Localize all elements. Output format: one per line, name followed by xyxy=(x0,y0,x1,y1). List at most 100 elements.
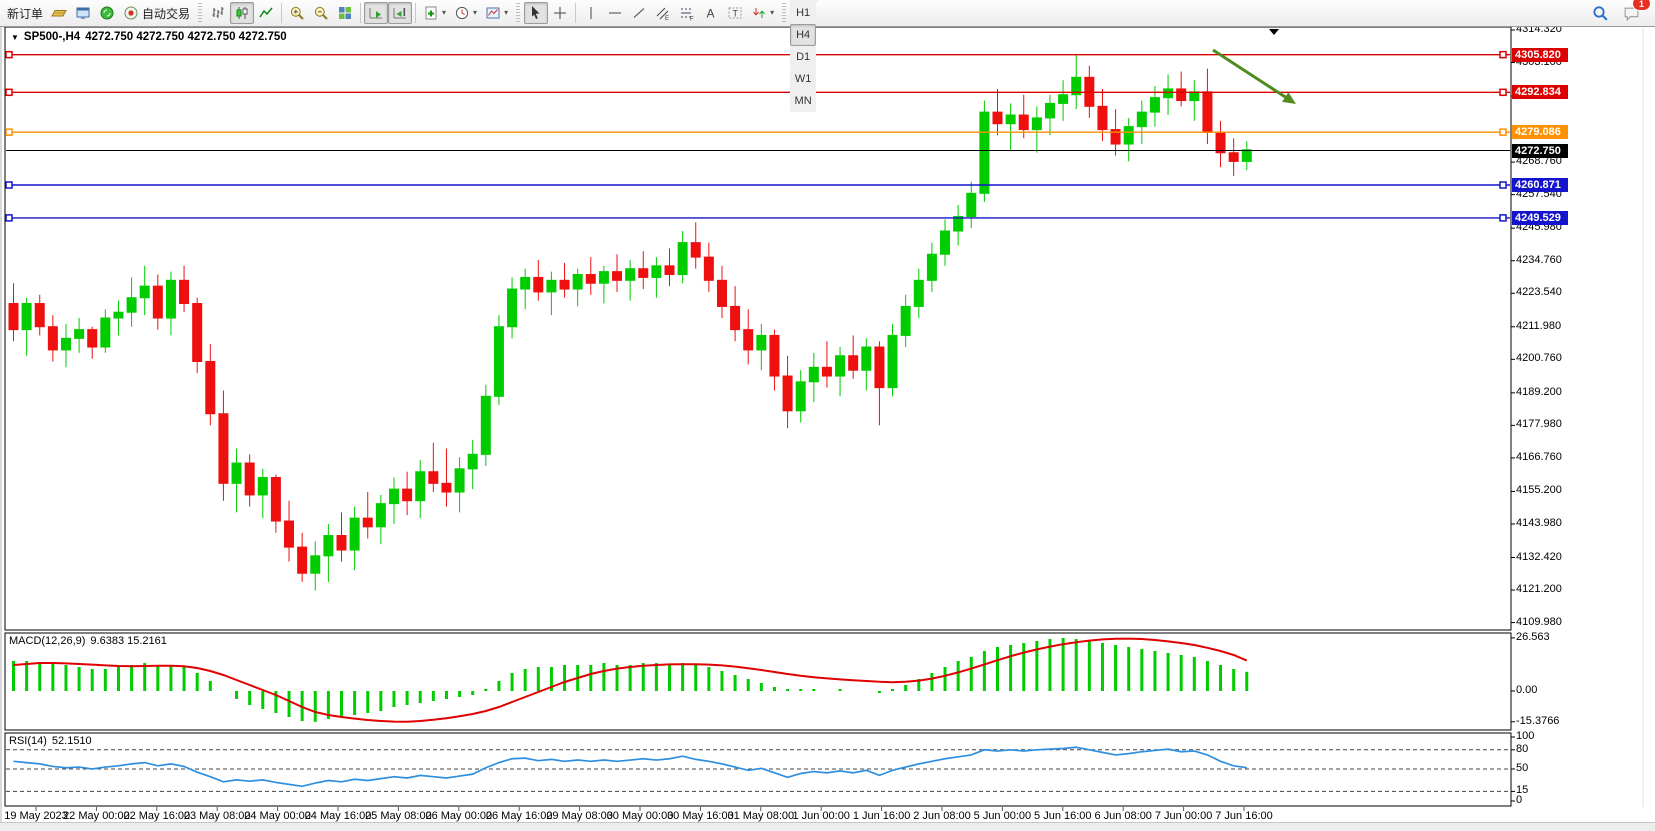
candle-body xyxy=(520,276,531,290)
notification-badge[interactable]: 1 xyxy=(1632,0,1651,11)
chart-top-marker-icon xyxy=(1269,29,1279,35)
navigator-button[interactable] xyxy=(71,2,95,24)
candle-body xyxy=(1176,88,1187,102)
macd-pane-border[interactable] xyxy=(4,632,1512,731)
level-marker xyxy=(1499,88,1507,97)
channel-icon: E xyxy=(655,5,671,21)
candle-body xyxy=(139,285,150,299)
candle-body xyxy=(480,395,491,455)
search-icon xyxy=(1592,5,1609,22)
fibonacci-button[interactable]: F xyxy=(675,2,699,24)
chart-symbol: SP500-,H4 xyxy=(23,31,81,43)
candle-body xyxy=(953,216,964,232)
candle-body xyxy=(218,413,229,484)
toolbar-right: 1 xyxy=(1588,0,1652,24)
candle-body xyxy=(808,366,819,383)
timeframe-MN[interactable]: MN xyxy=(790,90,817,112)
candle-body xyxy=(402,488,413,502)
text-icon: A xyxy=(703,5,719,21)
candle-body xyxy=(756,334,767,351)
trend-arrow-head xyxy=(1282,92,1296,104)
level-marker xyxy=(5,88,13,97)
auto-trading-icon xyxy=(123,5,139,21)
horizontal-line-icon xyxy=(607,5,623,21)
toolbar: 新订单 自动交易 xyxy=(0,0,1655,112)
candle-body xyxy=(795,381,806,412)
candle-body xyxy=(1228,152,1239,162)
timeframe-H4[interactable]: H4 xyxy=(790,24,817,46)
tile-windows-icon xyxy=(337,5,353,21)
chart-shift-icon xyxy=(392,5,408,21)
candle-body xyxy=(507,288,518,328)
macd-values: 9.6383 15.2161 xyxy=(90,635,167,647)
new-order-button[interactable]: 新订单 xyxy=(3,2,47,24)
timeframe-H1[interactable]: H1 xyxy=(790,2,817,24)
tile-windows-button[interactable] xyxy=(333,2,357,24)
candle-body xyxy=(979,111,990,194)
candle-body xyxy=(1110,129,1121,145)
auto-scroll-icon xyxy=(368,5,384,21)
indicators-button[interactable]: ▾ xyxy=(419,2,450,24)
candle-body xyxy=(926,253,937,281)
price-pane-border xyxy=(4,26,1512,631)
text-button[interactable]: A xyxy=(699,2,723,24)
zoom-in-button[interactable] xyxy=(285,2,309,24)
timeframe-W1[interactable]: W1 xyxy=(790,68,817,90)
candle-body xyxy=(861,346,872,371)
candle-body xyxy=(598,271,609,284)
candle-body xyxy=(992,111,1003,125)
candle-body xyxy=(559,279,570,290)
candle-body xyxy=(1189,91,1200,102)
timeframe-D1[interactable]: D1 xyxy=(790,46,817,68)
candle-body xyxy=(1044,102,1055,119)
candle-body xyxy=(743,329,754,351)
bar-chart-button[interactable] xyxy=(206,2,230,24)
macd-signal-line xyxy=(13,637,1248,723)
candle-body xyxy=(113,311,124,319)
candle-body xyxy=(874,346,885,389)
candle-body xyxy=(362,517,373,528)
auto-trading-button[interactable]: 自动交易 xyxy=(119,2,194,24)
terminal-button[interactable] xyxy=(95,2,119,24)
candle-body xyxy=(231,462,242,484)
horizontal-line-button[interactable] xyxy=(603,2,627,24)
toolbar-grip xyxy=(198,3,203,23)
timeframe-M30[interactable]: M30 xyxy=(790,0,818,2)
level-marker xyxy=(5,214,13,222)
svg-text:E: E xyxy=(665,16,669,21)
line-chart-button[interactable] xyxy=(254,2,278,24)
bar-chart-icon xyxy=(210,5,226,21)
terminal-icon xyxy=(99,5,115,21)
level-marker xyxy=(1499,50,1507,59)
market-watch-button[interactable] xyxy=(47,2,71,24)
arrows-button[interactable]: ▾ xyxy=(747,2,778,24)
candle-body xyxy=(192,303,203,363)
auto-scroll-button[interactable] xyxy=(364,2,389,24)
toolbar-grip xyxy=(782,3,787,23)
vertical-line-button[interactable] xyxy=(579,2,603,24)
templates-button[interactable]: ▾ xyxy=(481,2,512,24)
crosshair-button[interactable] xyxy=(548,2,572,24)
candle-body xyxy=(257,477,268,496)
level-marker xyxy=(5,181,13,189)
candle-body xyxy=(900,305,911,336)
trendline-button[interactable] xyxy=(627,2,651,24)
chart-dropdown-icon[interactable]: ▼ xyxy=(11,32,19,42)
search-button[interactable] xyxy=(1588,2,1613,24)
trend-arrow[interactable] xyxy=(1212,48,1291,101)
svg-text:A: A xyxy=(707,7,715,21)
candlestick-chart-button[interactable] xyxy=(230,2,255,24)
timeframe-toolbar: M1M5M15M30H1H4D1W1MN xyxy=(790,0,818,112)
zoom-out-button[interactable] xyxy=(309,2,333,24)
candle-body xyxy=(441,482,452,493)
periods-button[interactable]: ▾ xyxy=(450,2,481,24)
cursor-button[interactable] xyxy=(524,2,549,24)
channel-button[interactable]: E xyxy=(651,2,675,24)
candle-body xyxy=(730,305,741,331)
candle-body xyxy=(205,361,216,415)
vertical-line-icon xyxy=(583,5,599,21)
chart-shift-button[interactable] xyxy=(388,2,413,24)
text-label-button[interactable]: T xyxy=(723,2,747,24)
